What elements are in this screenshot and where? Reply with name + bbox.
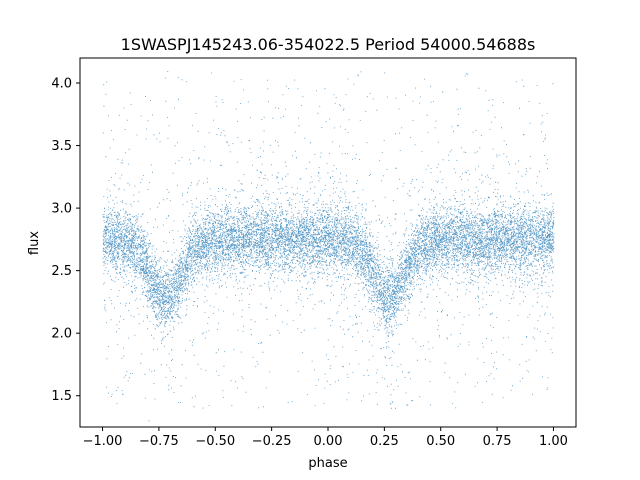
x-tick-label: 0.00: [314, 434, 343, 449]
x-tick-label: −0.50: [195, 434, 235, 449]
x-tick-label: 1.00: [539, 434, 568, 449]
x-axis-ticks: −1.00 −0.75 −0.50 −0.25 0.00 0.25 0.50 0.75 1.00: [83, 427, 568, 449]
x-tick-label: 0.25: [370, 434, 399, 449]
data-points: [102, 71, 555, 422]
x-tick-label: −1.00: [83, 434, 123, 449]
y-tick-label: 2.5: [51, 264, 72, 279]
y-tick-label: 3.0: [51, 202, 72, 217]
y-axis-label: flux: [27, 231, 42, 255]
scatter-points: [102, 71, 555, 422]
x-tick-label: −0.25: [252, 434, 292, 449]
x-axis-label: phase: [308, 456, 347, 471]
y-tick-label: 4.0: [51, 77, 72, 92]
x-tick-label: 0.50: [426, 434, 455, 449]
x-tick-label: −0.75: [139, 434, 179, 449]
y-tick-label: 2.0: [51, 327, 72, 342]
y-tick-label: 3.5: [51, 139, 72, 154]
y-tick-label: 1.5: [51, 389, 72, 404]
chart-title: 1SWASPJ145243.06-354022.5 Period 54000.5…: [121, 35, 536, 54]
x-tick-label: 0.75: [483, 434, 512, 449]
y-axis-ticks: 1.5 2.0 2.5 3.0 3.5 4.0: [51, 77, 80, 404]
